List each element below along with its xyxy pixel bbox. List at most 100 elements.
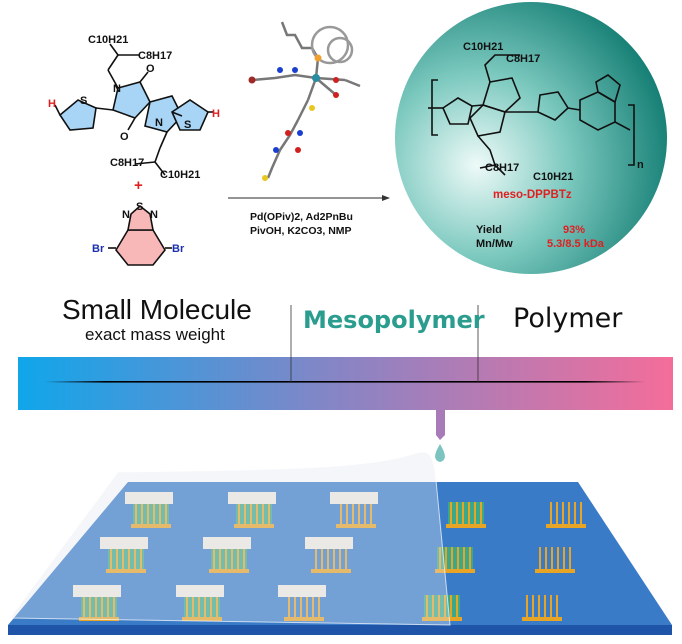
device-part (539, 547, 541, 569)
product-labels: C10H21 C8H17 C8H17 C10H21 n meso-DPPBTz … (463, 41, 644, 250)
product-sphere (395, 2, 667, 274)
alkyl-label: C10H21 (160, 169, 200, 181)
device-part (234, 524, 274, 528)
reactant-dpp-labels: C10H21 C8H17 N O N O S S H H C8H17 C10H2… (48, 34, 220, 194)
device-part (450, 595, 452, 617)
device-part (556, 502, 558, 524)
device-part (462, 502, 464, 524)
yield-label: Yield (476, 224, 502, 236)
device-part (340, 502, 342, 524)
device-part (116, 547, 118, 569)
device-part (435, 569, 475, 573)
device-part (538, 595, 540, 617)
device-part (300, 595, 302, 617)
device-part (333, 547, 335, 569)
peeling-film (9, 451, 451, 626)
label-polymer: Polymer (513, 303, 623, 334)
reactant-btz-labels: S N N Br Br (92, 201, 185, 255)
device-part (128, 547, 130, 569)
atom-br: Br (172, 243, 185, 255)
device-part (568, 502, 570, 524)
atom-n: N (150, 209, 158, 221)
atom-o: O (146, 63, 155, 75)
device-part (250, 502, 252, 524)
device-part (113, 595, 115, 617)
device-part (107, 595, 109, 617)
plus-sign: + (134, 177, 143, 194)
device-part (165, 502, 167, 524)
device-part (330, 492, 378, 504)
device-part (562, 502, 564, 524)
device-part (238, 502, 240, 524)
device-part (456, 595, 458, 617)
device-part (153, 502, 155, 524)
device-part (101, 595, 103, 617)
device-part (432, 595, 434, 617)
device-part (545, 547, 547, 569)
device-part (364, 502, 366, 524)
device-part (135, 502, 137, 524)
device-part (305, 537, 353, 549)
device-part (444, 595, 446, 617)
alkyl-label: C8H17 (110, 157, 144, 169)
device-part (294, 595, 296, 617)
device-part (352, 502, 354, 524)
device-part (256, 502, 258, 524)
device-part (203, 537, 251, 549)
label-exact-mass-weight: exact mass weight (85, 325, 225, 344)
repeat-unit-n: n (637, 159, 644, 171)
device-part (213, 547, 215, 569)
device-part (339, 547, 341, 569)
device-part (141, 502, 143, 524)
device-part (448, 502, 484, 524)
yield-value: 93% (563, 224, 585, 236)
alkyl-label: C8H17 (138, 50, 172, 62)
device-part (556, 595, 558, 617)
device-part (209, 569, 249, 573)
device-part (262, 502, 264, 524)
device-part (544, 595, 546, 617)
device-part (210, 595, 212, 617)
label-mesopolymer: Mesopolymer (303, 306, 485, 334)
conditions-line2: PivOH, K2CO3, NMP (250, 225, 352, 237)
device-part (445, 547, 447, 569)
device-part (176, 585, 224, 597)
droplet-icon (435, 410, 445, 462)
alkyl-label: C8H17 (485, 162, 519, 174)
device-part (311, 569, 351, 573)
device-part (550, 502, 552, 524)
device-part (327, 547, 329, 569)
device-part (243, 547, 245, 569)
device-part (244, 502, 246, 524)
device-part (318, 595, 320, 617)
atom-s: S (136, 201, 143, 213)
reaction-arrow-icon (228, 195, 390, 201)
device-part (288, 595, 290, 617)
device-part (569, 547, 571, 569)
atom-h: H (48, 98, 56, 110)
device-part (426, 595, 428, 617)
mw-label: Mn/Mw (476, 238, 513, 250)
alkyl-label: C10H21 (463, 41, 503, 53)
device-part (134, 547, 136, 569)
device-part (219, 547, 221, 569)
device-part (480, 502, 482, 524)
device-part (474, 502, 476, 524)
device-part (439, 547, 441, 569)
reactant-dpp (54, 43, 214, 176)
device-part (336, 524, 376, 528)
device-part (182, 617, 222, 621)
device-part (321, 547, 323, 569)
device-part (358, 502, 360, 524)
device-part (106, 569, 146, 573)
device-part (231, 547, 233, 569)
device-part (198, 595, 200, 617)
catalyst-3d-model-icon (251, 21, 361, 179)
atom-s: S (184, 119, 191, 131)
device-part (468, 502, 470, 524)
device-part (546, 524, 586, 528)
device-part (131, 524, 171, 528)
device-part (422, 617, 462, 621)
